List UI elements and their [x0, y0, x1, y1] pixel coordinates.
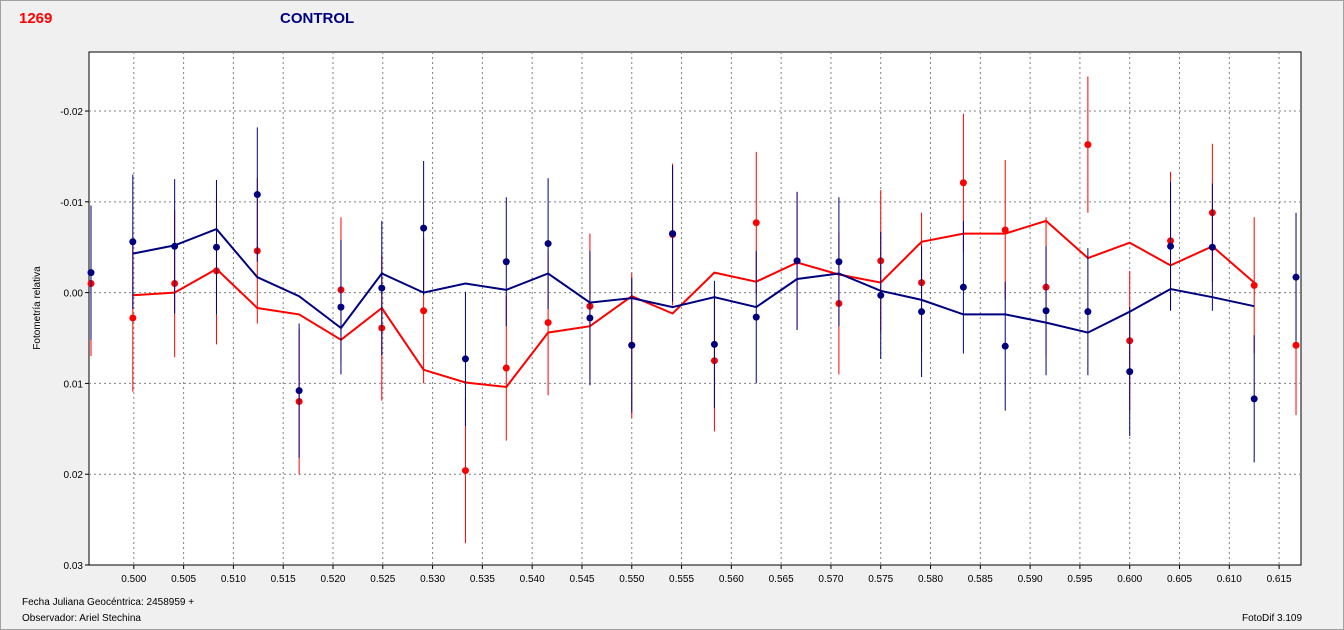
data-point — [461, 355, 469, 363]
data-point — [752, 313, 760, 321]
y-tick-label: 0.01 — [64, 379, 84, 390]
data-point — [793, 257, 801, 265]
plot-area — [88, 51, 1302, 566]
x-tick-label: 0.555 — [669, 574, 694, 585]
x-tick-label: 0.565 — [769, 574, 794, 585]
x-tick-label: 0.575 — [868, 574, 893, 585]
data-point — [420, 307, 428, 315]
data-point — [129, 238, 137, 246]
data-point — [461, 467, 469, 475]
data-point — [87, 269, 95, 277]
series-1 — [87, 127, 1300, 463]
data-point — [1084, 308, 1092, 316]
y-tick-label: 0.02 — [64, 470, 84, 481]
x-tick-label: 0.610 — [1217, 574, 1242, 585]
data-point — [420, 224, 428, 232]
x-tick-label: 0.535 — [470, 574, 495, 585]
data-point — [1042, 307, 1050, 315]
data-point — [1126, 368, 1134, 376]
x-tick-label: 0.520 — [320, 574, 345, 585]
data-point — [502, 258, 510, 266]
data-point — [1250, 395, 1258, 403]
trend-line — [132, 219, 1255, 389]
x-tick-label: 0.590 — [1018, 574, 1043, 585]
data-point — [1250, 281, 1258, 289]
chart-title: CONTROL — [280, 10, 355, 27]
star-id-label: 1269 — [19, 10, 53, 27]
data-point — [1001, 226, 1009, 234]
x-tick-label: 0.530 — [420, 574, 445, 585]
axis-ticks: 0.500 0.505 0.510 0.515 0.520 0.525 0.530 0.535… — [60, 107, 1292, 585]
x-tick-label: 0.545 — [569, 574, 594, 585]
y-tick-label: 0.03 — [64, 561, 84, 572]
y-axis-label: Fotometría relativa — [32, 266, 43, 350]
data-point — [1084, 141, 1092, 149]
data-point — [378, 284, 386, 292]
data-point — [959, 179, 967, 187]
y-tick-label: -0.01 — [60, 198, 83, 209]
data-series — [87, 76, 1300, 544]
data-point — [129, 314, 137, 322]
x-tick-label: 0.595 — [1067, 574, 1092, 585]
data-point — [1167, 242, 1175, 250]
data-point — [212, 243, 220, 251]
y-tick-label: -0.02 — [60, 107, 83, 118]
x-tick-label: 0.515 — [271, 574, 296, 585]
x-tick-label: 0.500 — [121, 574, 146, 585]
data-point — [502, 364, 510, 372]
x-tick-label: 0.550 — [619, 574, 644, 585]
x-tick-label: 0.505 — [171, 574, 196, 585]
data-point — [877, 291, 885, 299]
data-point — [171, 242, 179, 250]
data-point — [835, 258, 843, 266]
software-version-label: FotoDif 3.109 — [1242, 613, 1303, 624]
data-point — [295, 387, 303, 395]
data-point — [959, 283, 967, 291]
x-tick-label: 0.615 — [1267, 574, 1292, 585]
x-tick-label: 0.560 — [719, 574, 744, 585]
data-point — [1001, 342, 1009, 350]
trend-line — [132, 227, 1255, 334]
x-tick-label: 0.605 — [1167, 574, 1192, 585]
data-point — [710, 340, 718, 348]
data-point — [918, 308, 926, 316]
x-tick-label: 0.510 — [221, 574, 246, 585]
data-point — [1208, 243, 1216, 251]
x-tick-label: 0.585 — [968, 574, 993, 585]
data-point — [337, 303, 345, 311]
x-tick-label: 0.600 — [1117, 574, 1142, 585]
data-point — [752, 219, 760, 227]
julian-date-label: Fecha Juliana Geocéntrica: 2458959 + — [22, 597, 195, 608]
x-tick-label: 0.580 — [918, 574, 943, 585]
data-point — [669, 230, 677, 238]
data-point — [586, 314, 594, 322]
x-tick-label: 0.525 — [370, 574, 395, 585]
data-point — [544, 240, 552, 248]
x-tick-label: 0.570 — [818, 574, 843, 585]
y-tick-label: 0.00 — [64, 289, 84, 300]
data-point — [544, 319, 552, 327]
x-tick-label: 0.540 — [520, 574, 545, 585]
observer-label: Observador: Ariel Stechina — [22, 613, 141, 624]
data-point — [253, 191, 261, 199]
data-point — [628, 341, 636, 349]
data-point — [1292, 341, 1300, 349]
data-point — [1292, 273, 1300, 281]
